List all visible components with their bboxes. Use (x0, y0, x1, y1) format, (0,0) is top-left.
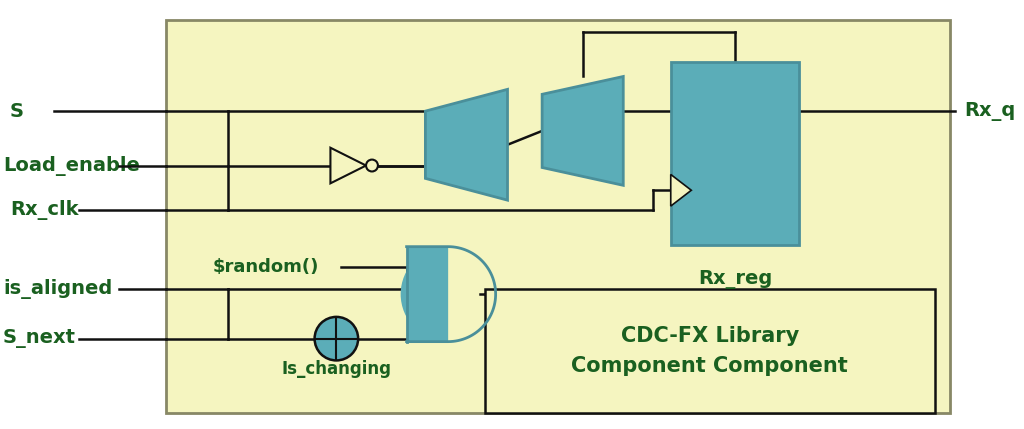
Polygon shape (671, 175, 691, 206)
Text: S_next: S_next (3, 329, 76, 348)
Wedge shape (400, 247, 449, 341)
Bar (407, 247, 449, 341)
Polygon shape (425, 89, 508, 200)
Text: S: S (10, 102, 24, 121)
Text: is_aligned: is_aligned (3, 279, 113, 299)
Text: Rx_q: Rx_q (965, 102, 1016, 121)
Text: Load_enable: Load_enable (3, 156, 140, 175)
Circle shape (366, 160, 378, 172)
Text: Is_changing: Is_changing (282, 360, 391, 378)
Text: CDC-FX Library
Component Component: CDC-FX Library Component Component (571, 326, 848, 376)
Polygon shape (542, 76, 624, 185)
Text: Rx_reg: Rx_reg (698, 270, 772, 289)
Polygon shape (331, 148, 366, 183)
Bar (484, 289, 935, 413)
Bar (671, 62, 800, 245)
Text: Rx_clk: Rx_clk (10, 200, 79, 220)
Bar (166, 20, 949, 413)
Text: $random(): $random() (213, 258, 319, 276)
Circle shape (314, 317, 358, 360)
